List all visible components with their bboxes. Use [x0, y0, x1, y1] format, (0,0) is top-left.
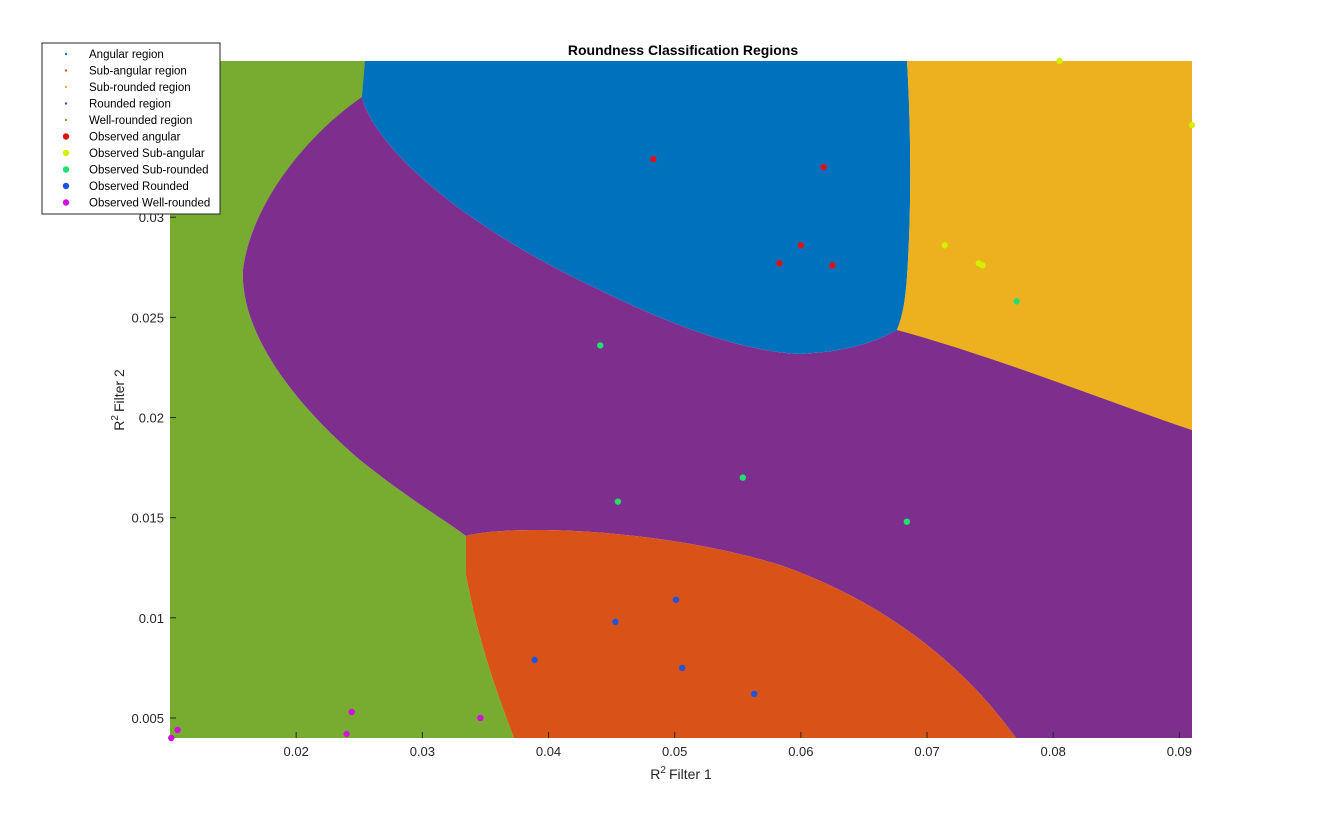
data-point: [477, 714, 484, 722]
angular-region: [362, 61, 911, 354]
legend-entry: Observed angular: [89, 132, 181, 144]
data-point: [531, 656, 538, 664]
legend-entry: Observed Sub-rounded: [89, 165, 209, 177]
legend-entry: Sub-angular region: [89, 66, 187, 78]
sub-rounded-region: [897, 61, 1192, 430]
axis-ticks: 0.02 0.03 0.04 0.05 0.06 0.07 0.08 0.09 0.005 0.0…: [131, 210, 1192, 759]
x-tick-label: 0.08: [1041, 744, 1066, 759]
sub-angular-region: [466, 530, 1016, 738]
data-point: [797, 242, 805, 249]
x-tick-label: 0.07: [914, 744, 939, 759]
legend-marker: [64, 52, 68, 56]
rounded-region: [242, 97, 1192, 738]
x-tick-label: 0.03: [410, 744, 435, 759]
legend-marker: [62, 182, 70, 190]
y-tick-label: 0.025: [131, 310, 164, 325]
y-tick-label: 0.005: [131, 711, 164, 726]
data-point: [612, 618, 619, 626]
x-tick-label: 0.09: [1167, 744, 1192, 759]
legend-marker: [62, 199, 70, 206]
observed-points: [168, 57, 1196, 742]
legend-entry: Observed Rounded: [89, 181, 189, 193]
well-rounded-region: [170, 61, 514, 738]
x-axis-label: R2 Filter 1: [650, 765, 712, 782]
x-axis-label-prefix: R: [650, 766, 660, 782]
data-point: [1056, 57, 1063, 65]
legend: Angular region Sub-angular region Sub-roun…: [41, 42, 221, 215]
data-point: [614, 498, 622, 505]
legend-box: [41, 42, 221, 215]
legend-marker: [62, 149, 70, 157]
x-axis-label-sup: 2: [660, 765, 666, 776]
x-tick-label: 0.04: [536, 744, 561, 759]
chart-title: Roundness Classification Regions: [568, 42, 798, 58]
data-point: [650, 155, 657, 163]
data-point: [672, 596, 680, 603]
legend-marker: [64, 85, 68, 89]
data-point: [829, 262, 836, 269]
y-axis-label: R2 Filter 2: [110, 369, 127, 431]
legend-entry: Well-rounded region: [89, 115, 192, 127]
data-point: [343, 730, 350, 738]
y-tick-label: 0.02: [139, 411, 164, 426]
data-point: [820, 163, 827, 171]
legend-marker: [62, 133, 70, 140]
classification-regions: [170, 61, 1192, 738]
legend-marker: [64, 118, 68, 122]
legend-marker: [64, 102, 68, 105]
y-axis-label-text: Filter 2: [111, 369, 127, 412]
legend-entry: Sub-rounded region: [89, 82, 191, 94]
data-point: [1188, 121, 1196, 129]
data-point: [597, 342, 604, 349]
x-tick-label: 0.06: [788, 744, 813, 759]
legend-marker: [64, 69, 68, 72]
data-point: [979, 262, 986, 269]
legend-entry: Observed Well-rounded: [89, 198, 210, 210]
y-axis-label-prefix: R: [111, 421, 127, 431]
x-tick-label: 0.02: [284, 744, 309, 759]
legend-entry: Angular region: [89, 49, 164, 61]
x-axis-label-text: Filter 1: [669, 766, 712, 782]
data-point: [679, 664, 686, 672]
data-point: [776, 260, 783, 267]
data-point: [174, 726, 181, 734]
legend-marker: [62, 166, 70, 173]
y-axis-label-sup: 2: [110, 415, 121, 421]
data-point: [941, 242, 948, 249]
data-point: [1013, 298, 1020, 305]
data-point: [348, 708, 355, 716]
x-tick-label: 0.05: [662, 744, 687, 759]
y-tick-label: 0.015: [131, 511, 164, 526]
data-point: [739, 474, 747, 481]
data-point: [903, 518, 911, 525]
data-point: [750, 690, 758, 698]
data-point: [168, 734, 175, 742]
y-tick-label: 0.01: [139, 611, 164, 626]
legend-entry: Observed Sub-angular: [89, 148, 205, 160]
legend-entry: Rounded region: [89, 99, 171, 111]
